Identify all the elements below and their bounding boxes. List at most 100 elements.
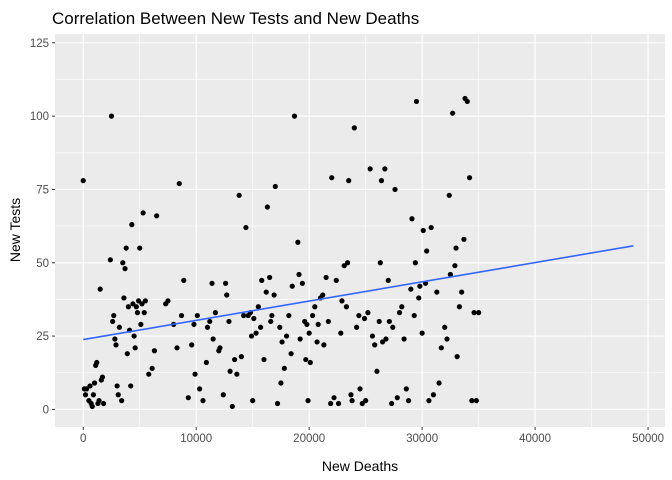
data-point	[430, 392, 437, 398]
data-point	[116, 324, 122, 330]
data-point	[408, 286, 414, 292]
data-point	[413, 98, 420, 105]
y-axis-title: New Tests	[7, 198, 23, 262]
data-point	[447, 271, 453, 278]
data-point	[253, 330, 259, 336]
data-point	[454, 354, 460, 360]
y-tick-label: 25	[36, 331, 49, 343]
data-point	[305, 398, 311, 404]
y-axis-ticks: 0 25 50 75 100 125	[30, 38, 55, 416]
data-point	[125, 304, 132, 310]
data-point	[259, 277, 265, 283]
data-point	[295, 239, 301, 245]
data-point	[279, 339, 285, 345]
data-point	[203, 359, 209, 366]
data-point	[452, 263, 458, 269]
data-point	[386, 318, 392, 325]
data-point	[130, 301, 136, 307]
data-point	[378, 178, 385, 184]
data-point	[346, 178, 352, 184]
data-point	[128, 383, 134, 389]
data-point	[129, 222, 135, 228]
data-point	[257, 324, 264, 330]
data-point	[291, 113, 298, 119]
data-point	[146, 371, 152, 377]
data-points	[80, 95, 482, 410]
data-point	[438, 345, 444, 351]
data-point	[243, 224, 249, 231]
data-point	[325, 318, 331, 325]
data-point	[204, 324, 211, 330]
data-point	[165, 298, 171, 304]
data-point	[456, 304, 463, 310]
data-point	[339, 298, 345, 304]
data-point	[209, 280, 215, 286]
data-point	[149, 365, 155, 371]
data-point	[297, 336, 303, 342]
data-point	[416, 295, 422, 301]
data-point	[268, 318, 274, 325]
data-point	[476, 310, 482, 316]
y-tick-label: 75	[36, 184, 49, 196]
data-point	[263, 289, 269, 295]
data-point	[119, 398, 125, 404]
data-point	[396, 310, 403, 316]
data-point	[232, 356, 238, 363]
data-point	[226, 318, 232, 325]
data-point	[261, 356, 267, 363]
data-point	[224, 292, 230, 298]
data-point	[141, 310, 147, 316]
y-tick-label: 50	[36, 258, 49, 270]
data-point	[115, 392, 121, 398]
data-point	[306, 330, 312, 336]
trend-line	[83, 245, 634, 341]
data-point	[286, 312, 292, 319]
data-point	[461, 236, 467, 242]
data-point	[304, 321, 310, 327]
data-point	[376, 318, 382, 325]
data-point	[299, 280, 305, 286]
data-point	[174, 345, 180, 351]
y-tick-label: 100	[30, 111, 49, 123]
data-point	[138, 321, 144, 327]
data-point	[277, 324, 283, 330]
data-point	[469, 398, 475, 404]
data-point	[255, 304, 261, 310]
data-point	[359, 400, 365, 407]
data-point	[241, 312, 247, 319]
data-point	[222, 280, 229, 286]
data-point	[123, 245, 129, 251]
data-point	[363, 398, 369, 404]
data-point	[303, 356, 309, 363]
data-point	[121, 295, 127, 301]
data-point	[383, 336, 389, 342]
data-point	[434, 289, 440, 295]
data-point	[344, 260, 351, 266]
data-point	[194, 312, 200, 319]
data-point	[185, 395, 191, 401]
data-point	[251, 315, 257, 322]
data-point	[369, 333, 376, 339]
data-point	[392, 186, 398, 193]
data-point	[234, 371, 240, 377]
data-point	[314, 339, 320, 345]
data-point	[189, 342, 195, 348]
data-point	[113, 342, 119, 348]
data-point	[356, 312, 362, 319]
data-point	[124, 351, 130, 357]
data-point	[288, 351, 294, 357]
data-point	[349, 398, 355, 404]
x-tick-label: 40000	[519, 433, 551, 445]
data-point	[135, 298, 142, 304]
plot-panel	[55, 34, 665, 427]
data-point	[343, 304, 350, 310]
data-point	[464, 98, 470, 105]
data-point	[399, 304, 405, 310]
data-point	[134, 310, 141, 316]
data-point	[385, 277, 391, 283]
data-point	[374, 368, 380, 374]
data-point	[466, 175, 473, 181]
data-point	[450, 110, 456, 116]
x-tick-label: 0	[80, 433, 86, 445]
data-point	[176, 180, 182, 187]
